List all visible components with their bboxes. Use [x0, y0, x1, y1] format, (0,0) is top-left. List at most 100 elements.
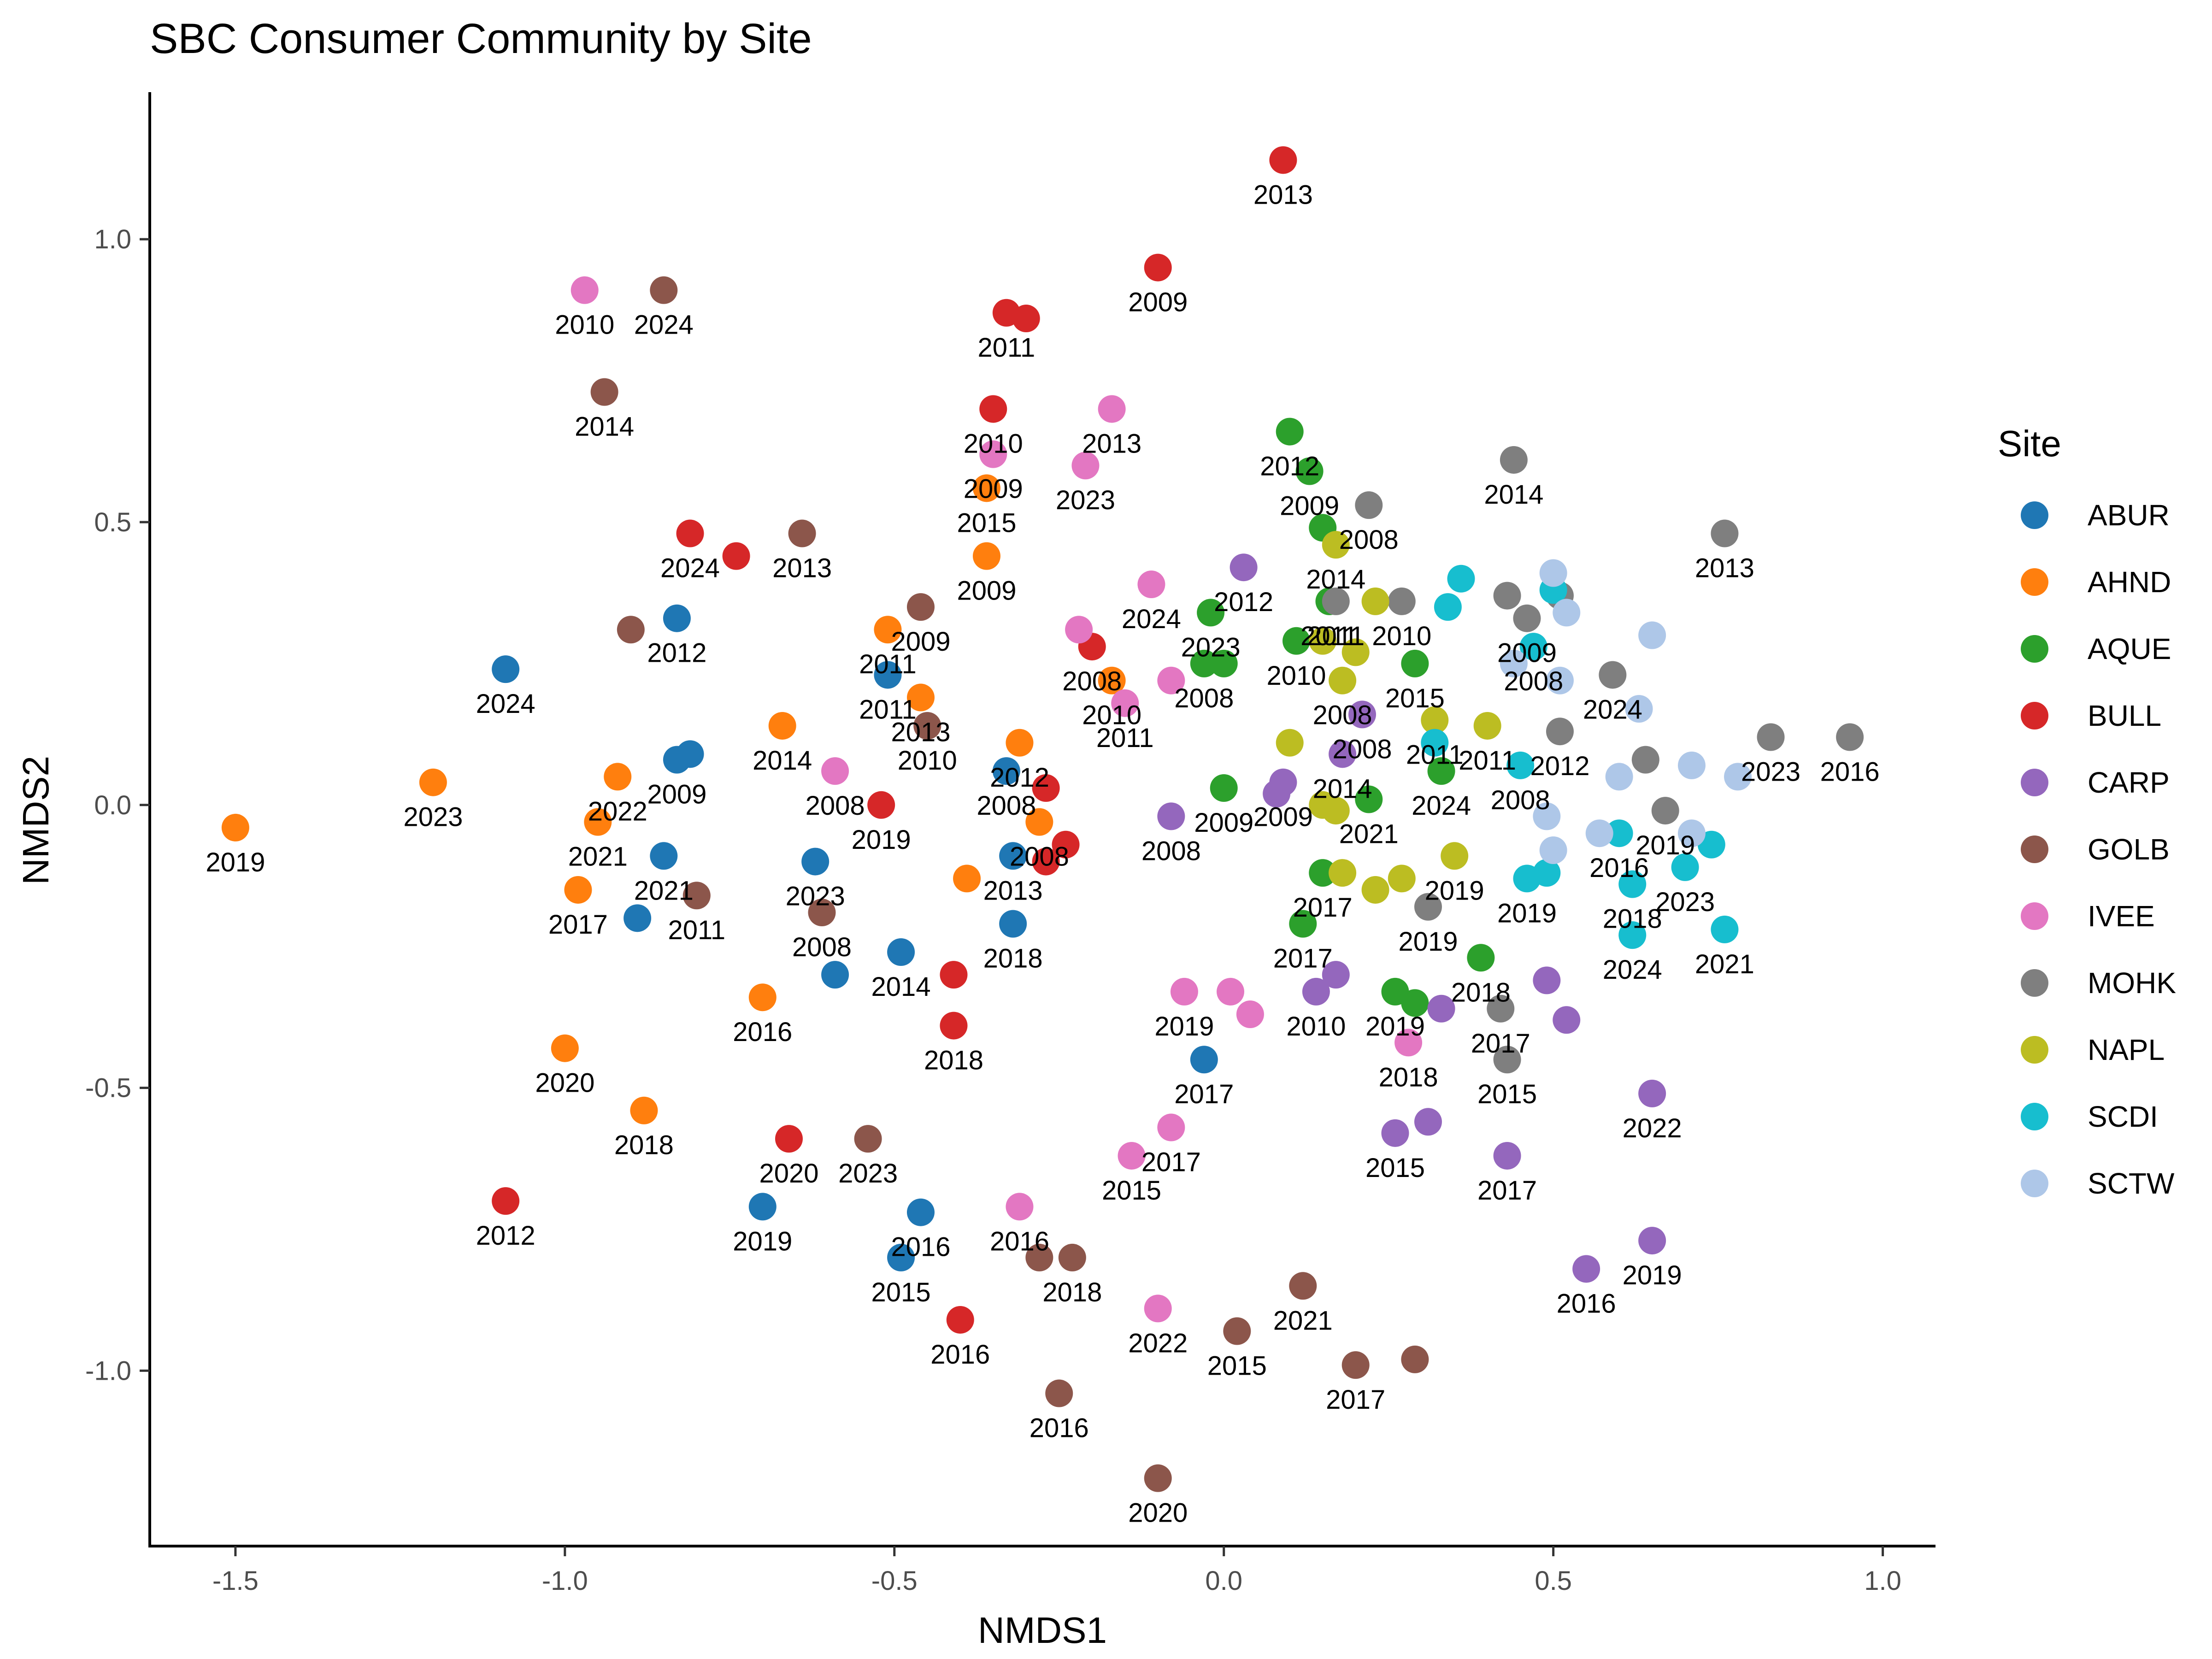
point-label: 2024 — [1603, 955, 1662, 985]
point-bull — [979, 395, 1007, 423]
point-abur — [821, 961, 849, 989]
point-sctw — [1677, 819, 1706, 847]
point-ahnd — [1006, 729, 1034, 757]
point-aque — [1190, 649, 1218, 677]
point-label: 2021 — [1695, 949, 1754, 979]
point-mohk — [1546, 718, 1574, 746]
point-abur — [1190, 1046, 1218, 1074]
point-label: 2016 — [1030, 1413, 1089, 1443]
point-mohk — [1599, 661, 1627, 689]
point-sctw — [1585, 819, 1613, 847]
point-scdi — [1506, 751, 1535, 779]
point-label: 2017 — [1141, 1147, 1201, 1177]
point-mohk — [1631, 746, 1659, 774]
point-ahnd — [419, 768, 447, 796]
point-aque — [1276, 418, 1304, 446]
point-carp — [1302, 977, 1330, 1006]
point-abur — [992, 757, 1020, 785]
point-ahnd — [768, 712, 796, 740]
point-bull — [940, 961, 968, 989]
point-ahnd — [972, 542, 1000, 570]
point-carp — [1533, 966, 1561, 994]
x-tick-label: -1.5 — [212, 1566, 259, 1596]
point-label: 2013 — [1253, 180, 1313, 210]
point-ivee — [1065, 616, 1093, 644]
point-label: 2013 — [983, 876, 1043, 906]
point-label: 2016 — [733, 1017, 792, 1047]
point-label: 2019 — [1365, 1012, 1425, 1041]
point-label: 2017 — [1174, 1079, 1234, 1109]
point-golb — [1223, 1317, 1251, 1345]
legend: Site ABUR AHND AQUE BULL CARP GOLB IVEE MOHK NAP… — [1998, 423, 2176, 1200]
point-abur — [676, 740, 704, 768]
point-sctw — [1724, 763, 1752, 791]
point-label: 2024 — [634, 310, 694, 340]
point-golb — [1025, 1243, 1053, 1271]
point-label: 2014 — [1484, 480, 1543, 510]
point-label: 2019 — [852, 825, 911, 855]
point-aque — [1309, 859, 1337, 887]
point-label: 2022 — [588, 796, 647, 826]
point-golb — [617, 616, 645, 644]
point-carp — [1322, 961, 1350, 989]
point-scdi — [1671, 853, 1699, 881]
point-abur — [624, 904, 652, 932]
point-label: 2019 — [733, 1226, 792, 1256]
point-carp — [1572, 1255, 1600, 1283]
point-label: 2018 — [614, 1130, 674, 1160]
point-ahnd — [564, 876, 592, 904]
point-bull — [1269, 146, 1297, 174]
point-sctw — [1533, 802, 1561, 830]
point-label: 2010 — [1082, 700, 1141, 730]
point-label: 2018 — [1379, 1062, 1438, 1092]
point-label: 2024 — [1412, 791, 1471, 821]
point-aque — [1197, 599, 1225, 627]
point-mohk — [1493, 1046, 1521, 1074]
point-mohk — [1355, 491, 1383, 519]
point-sctw — [1638, 621, 1666, 649]
point-label: 2008 — [1332, 734, 1392, 764]
point-napl — [1276, 729, 1304, 757]
point-ivee — [821, 757, 849, 785]
point-napl — [1361, 876, 1389, 904]
point-label: 2020 — [1128, 1498, 1188, 1528]
point-label: 2016 — [1589, 853, 1649, 883]
point-bull — [1032, 774, 1060, 802]
point-carp — [1329, 740, 1357, 768]
point-ahnd — [630, 1096, 658, 1124]
point-mohk — [1500, 446, 1528, 474]
point-carp — [1493, 1141, 1521, 1170]
point-carp — [1427, 994, 1455, 1023]
point-label: 2015 — [871, 1277, 931, 1307]
point-label: 2011 — [1307, 621, 1365, 651]
point-label: 2019 — [206, 847, 265, 877]
point-label: 2023 — [1056, 485, 1115, 515]
point-label: 2019 — [1425, 876, 1484, 906]
point-label: 2012 — [990, 763, 1049, 793]
legend-key-mohk — [2021, 969, 2048, 997]
point-label: 2011 — [1300, 621, 1358, 651]
point-abur — [801, 847, 830, 876]
point-sctw — [1625, 695, 1653, 723]
point-mohk — [1513, 604, 1541, 632]
point-label: 2017 — [1293, 893, 1353, 923]
point-bull — [1052, 830, 1080, 859]
point-ivee — [979, 440, 1007, 468]
point-ivee — [1394, 1029, 1423, 1057]
legend-label: IVEE — [2088, 900, 2155, 933]
point-aque — [1401, 989, 1429, 1017]
point-ivee — [1137, 571, 1165, 599]
point-label: 2008 — [792, 932, 852, 962]
point-ivee — [1111, 689, 1139, 717]
point-label: 2023 — [1655, 887, 1715, 917]
x-tick-label: 0.0 — [1205, 1566, 1242, 1596]
point-abur — [999, 842, 1027, 870]
point-napl — [1361, 587, 1389, 615]
point-abur — [650, 842, 678, 870]
point-mohk — [1493, 582, 1521, 610]
point-abur — [492, 655, 520, 683]
point-label: 2017 — [1326, 1385, 1385, 1415]
point-label: 2016 — [1820, 757, 1880, 787]
point-ivee — [1157, 666, 1185, 694]
point-label: 2021 — [634, 876, 694, 906]
